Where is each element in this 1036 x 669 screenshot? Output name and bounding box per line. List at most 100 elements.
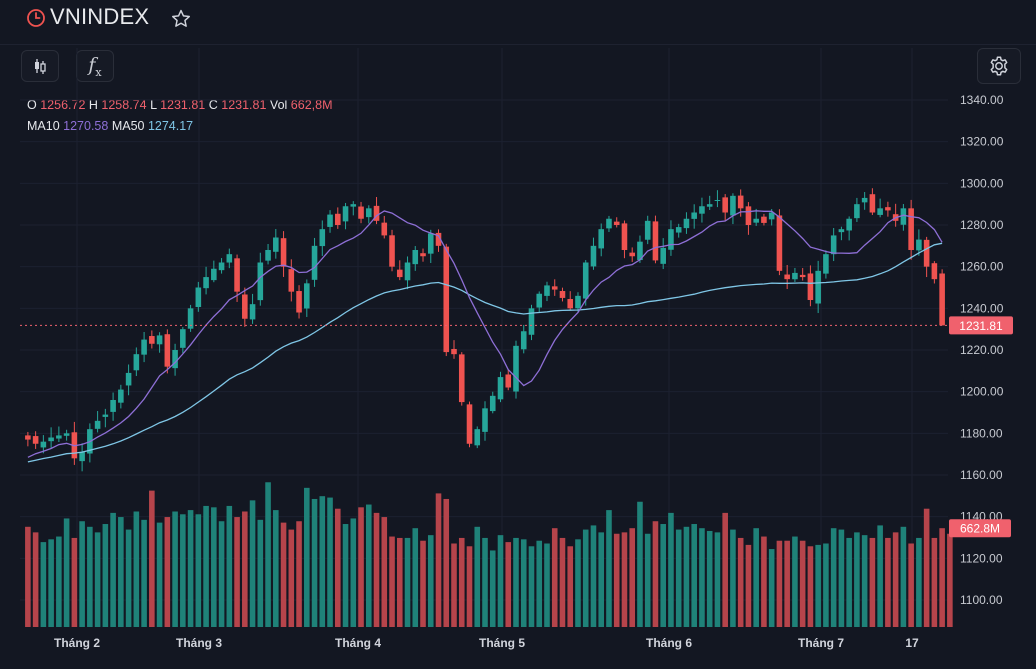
candle-body: [799, 274, 806, 278]
y-tick-label: 1260.00: [960, 260, 1004, 274]
open-label: O: [27, 98, 37, 112]
candle-body: [458, 354, 465, 403]
volume-bar: [350, 518, 357, 627]
y-tick-label: 1100.00: [960, 593, 1003, 607]
volume-bar: [830, 528, 837, 627]
y-tick-label: 1320.00: [960, 135, 1004, 149]
candle-body: [40, 441, 47, 448]
volume-bar: [582, 529, 589, 627]
volume-bar: [892, 532, 899, 627]
indicators-button[interactable]: fx: [76, 50, 114, 82]
candle-body: [652, 221, 659, 261]
volume-bar: [823, 543, 829, 627]
volume-bar: [815, 544, 821, 627]
candle-body: [32, 436, 39, 444]
candle-body: [714, 200, 721, 201]
volume-bar: [528, 546, 535, 627]
candle-body: [79, 452, 85, 462]
volume-bar: [203, 505, 209, 627]
candle-body: [412, 250, 419, 265]
candle-body: [606, 218, 612, 229]
volume-bar: [799, 540, 806, 627]
volume-bar: [745, 544, 752, 627]
x-tick-label: Tháng 2: [54, 636, 100, 650]
volume-bar: [505, 542, 512, 627]
volume-bar: [730, 529, 736, 627]
candle-body: [211, 268, 217, 281]
volume-bar: [273, 510, 279, 627]
candle-body: [350, 204, 357, 207]
candle-body: [761, 216, 767, 223]
low-value: 1231.81: [160, 98, 206, 112]
candle-body: [427, 233, 434, 254]
volume-bar: [737, 537, 744, 627]
volume-bar: [118, 517, 124, 627]
volume-bar: [877, 525, 883, 627]
volume-bar: [668, 512, 674, 627]
volume-value: 662,8M: [290, 98, 333, 112]
candle-body: [745, 206, 752, 225]
candle-body: [373, 205, 380, 221]
low-label: L: [150, 98, 157, 112]
volume-bar: [598, 532, 605, 627]
volume-bar: [435, 493, 442, 627]
volume-bar: [280, 522, 287, 627]
volume-bar: [575, 539, 581, 627]
ma-legend: MA10 1270.58 MA50 1274.17: [27, 119, 193, 133]
volume-bar: [916, 537, 922, 627]
candle-body: [939, 273, 945, 326]
volume-bar: [768, 549, 775, 627]
gear-icon: [990, 56, 1008, 76]
candle-body: [358, 206, 364, 219]
candle-body: [48, 437, 54, 442]
candle-body: [218, 262, 225, 271]
candle-body: [443, 246, 450, 353]
candle-body: [195, 287, 202, 307]
volume-bar: [296, 521, 302, 627]
x-tick-label: Tháng 5: [479, 636, 525, 650]
volume-bar: [311, 498, 318, 627]
candle-body: [528, 308, 535, 335]
function-icon: fx: [88, 53, 102, 79]
candle-body: [505, 374, 512, 388]
volume-bar: [79, 521, 85, 627]
settings-button[interactable]: [977, 48, 1021, 84]
candle-body: [730, 195, 736, 216]
volume-bar: [551, 528, 558, 627]
candle-body: [869, 194, 876, 213]
candle-body: [536, 293, 543, 308]
candle-body: [668, 229, 674, 250]
candle-body: [916, 239, 922, 251]
candle-body: [861, 197, 868, 203]
volume-bar: [389, 536, 395, 627]
volume-bar: [559, 537, 566, 627]
candle-body: [25, 435, 31, 440]
candle-body: [335, 213, 341, 225]
volume-bar: [451, 543, 457, 627]
volume-bar: [211, 507, 217, 627]
volume-bar: [606, 510, 612, 627]
volume-bar: [691, 524, 697, 627]
volume-bar: [753, 528, 759, 627]
favorite-star-icon[interactable]: [170, 8, 192, 30]
candle-body: [187, 308, 194, 329]
candle-body: [94, 420, 101, 429]
volume-bar: [644, 533, 651, 627]
candle-body: [280, 238, 287, 267]
volume-bar: [396, 537, 403, 627]
candlestick-chart-type-button[interactable]: [21, 50, 59, 82]
volume-bar: [234, 517, 240, 627]
volume-bar: [652, 521, 659, 627]
candle-body: [63, 433, 70, 436]
volume-bar: [288, 529, 295, 627]
candle-body: [768, 212, 775, 220]
candle-body: [644, 220, 651, 240]
candle-body: [582, 262, 589, 299]
candle-body: [559, 291, 566, 298]
candle-body: [846, 218, 852, 231]
candle-body: [296, 291, 302, 313]
candle-body: [249, 304, 256, 320]
volume-bar: [908, 543, 914, 627]
volume-bar: [420, 540, 426, 627]
